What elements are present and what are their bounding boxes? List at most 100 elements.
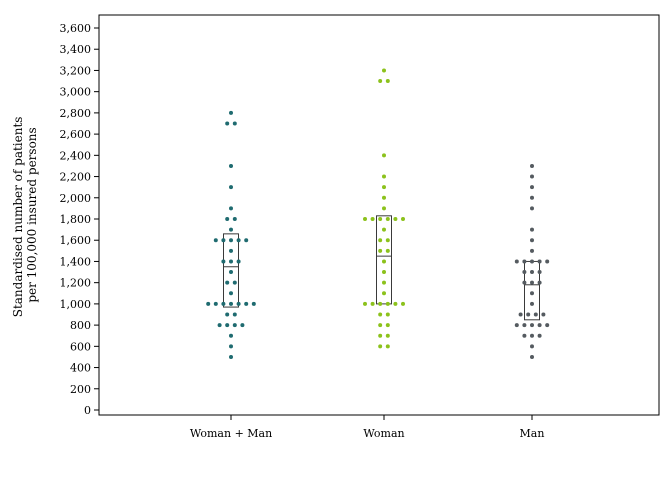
data-point xyxy=(240,323,245,328)
data-point xyxy=(385,344,390,349)
data-point xyxy=(378,79,383,84)
data-point xyxy=(530,280,534,285)
data-point xyxy=(385,79,390,84)
data-point xyxy=(522,270,527,275)
data-point xyxy=(378,217,383,221)
data-point xyxy=(530,291,534,296)
data-point xyxy=(225,312,230,317)
data-point xyxy=(530,206,534,211)
dot-group xyxy=(206,68,550,359)
data-point xyxy=(382,195,386,200)
y-tick-label: 1,400 xyxy=(60,255,92,268)
data-point xyxy=(229,270,233,275)
data-point xyxy=(225,323,230,328)
data-point xyxy=(370,217,375,221)
data-point xyxy=(537,333,542,338)
data-point xyxy=(217,323,222,328)
plot-frame xyxy=(98,14,660,416)
data-point xyxy=(378,248,383,253)
data-point xyxy=(232,312,237,317)
data-point xyxy=(522,280,527,285)
y-axis-title: Standardised number of patients per 100,… xyxy=(11,113,39,318)
y-tick-label: 2,800 xyxy=(60,107,92,120)
data-point xyxy=(236,259,241,264)
data-point xyxy=(382,68,386,73)
data-point xyxy=(382,280,386,285)
data-point xyxy=(378,312,383,317)
data-point xyxy=(382,291,386,296)
data-point xyxy=(382,270,386,275)
data-point xyxy=(370,301,375,306)
data-point xyxy=(229,206,233,211)
data-point xyxy=(530,163,534,168)
data-point xyxy=(530,323,534,328)
data-point xyxy=(229,248,233,253)
data-point xyxy=(225,121,230,126)
data-point xyxy=(537,323,542,328)
data-point xyxy=(530,195,534,200)
y-tick-label: 1,800 xyxy=(60,213,92,226)
data-point xyxy=(378,323,383,328)
data-point xyxy=(385,312,390,317)
data-point xyxy=(537,270,542,275)
y-tick-label: 2,600 xyxy=(60,128,92,141)
x-axis: Woman + Man Woman Man xyxy=(190,415,545,440)
data-point xyxy=(236,238,241,243)
x-tick-label: Man xyxy=(520,427,545,440)
data-point xyxy=(530,227,534,232)
data-point xyxy=(530,185,534,190)
x-tick-label: Woman xyxy=(363,427,404,440)
data-point xyxy=(221,238,226,243)
y-axis-title-line-1: Standardised number of patients xyxy=(11,117,25,318)
data-point xyxy=(385,333,390,338)
data-point xyxy=(537,280,542,285)
data-point xyxy=(385,217,390,221)
data-point xyxy=(530,270,534,275)
y-tick-label: 400 xyxy=(70,362,91,375)
y-tick-label: 0 xyxy=(84,404,91,417)
data-point xyxy=(232,121,237,126)
data-point xyxy=(522,333,527,338)
data-point xyxy=(382,153,386,158)
data-point xyxy=(229,110,233,115)
data-point xyxy=(541,312,546,317)
data-point xyxy=(530,344,534,349)
data-point xyxy=(537,259,542,264)
data-point xyxy=(401,301,405,306)
y-tick-label: 1,200 xyxy=(60,277,92,290)
data-point xyxy=(221,259,226,264)
data-point xyxy=(229,354,233,359)
data-point xyxy=(363,217,367,221)
data-point xyxy=(232,323,237,328)
data-point xyxy=(206,301,211,306)
data-point xyxy=(522,323,527,328)
data-point xyxy=(514,259,519,264)
y-tick-label: 200 xyxy=(70,383,91,396)
y-tick-label: 3,200 xyxy=(60,64,92,77)
data-point xyxy=(251,301,256,306)
data-point xyxy=(518,312,523,317)
data-point xyxy=(545,323,550,328)
y-tick-label: 1,600 xyxy=(60,234,92,247)
y-axis-title-line-2: per 100,000 insured persons xyxy=(25,127,39,302)
x-tick-label: Woman + Man xyxy=(190,427,272,440)
data-point xyxy=(213,301,218,306)
data-point xyxy=(530,301,534,306)
iqr-box xyxy=(376,215,392,305)
data-point xyxy=(378,301,383,306)
data-point xyxy=(530,333,534,338)
data-point xyxy=(385,301,390,306)
data-point xyxy=(363,301,367,306)
data-point xyxy=(382,185,386,190)
data-point xyxy=(229,301,233,306)
data-point xyxy=(530,238,534,243)
data-point xyxy=(401,217,405,221)
data-point xyxy=(526,312,531,317)
data-point xyxy=(530,354,534,359)
data-point xyxy=(232,280,237,285)
y-tick-label: 1,000 xyxy=(60,298,92,311)
data-point xyxy=(382,259,386,264)
data-point xyxy=(236,301,241,306)
data-point xyxy=(229,227,233,232)
data-point xyxy=(393,217,398,221)
